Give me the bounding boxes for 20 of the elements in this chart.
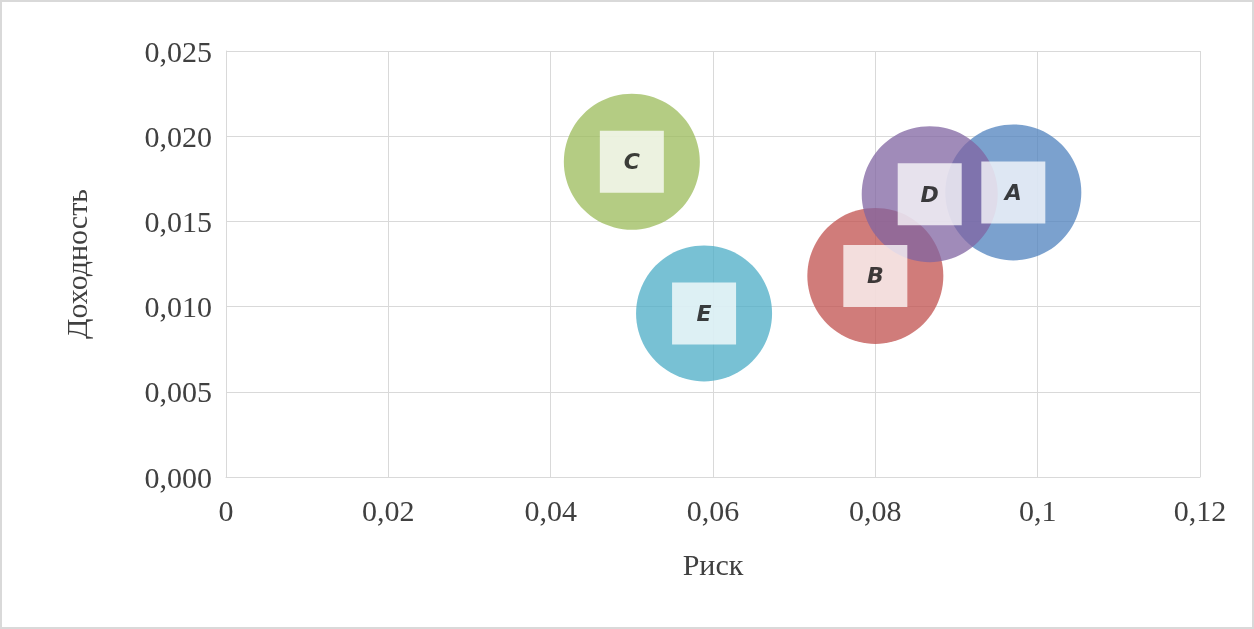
x-tick-label: 0	[218, 493, 234, 527]
x-axis-title: Риск	[682, 547, 744, 581]
x-tick-label: 0,12	[1173, 493, 1227, 527]
y-axis-title: Доходность	[59, 189, 93, 339]
y-tick-label: 0,025	[144, 34, 212, 68]
series-label: E	[696, 300, 712, 326]
series-label: D	[920, 181, 939, 207]
y-tick-label: 0,005	[144, 375, 212, 409]
series-label: B	[866, 263, 884, 289]
x-tick-label: 0,08	[849, 493, 902, 527]
series-label: C	[623, 149, 640, 175]
y-tick-label: 0,020	[144, 119, 212, 153]
series-label: A	[1002, 179, 1022, 205]
y-tick-label: 0,010	[144, 290, 212, 324]
x-tick-label: 0,1	[1018, 493, 1057, 527]
y-tick-label: 0,000	[144, 460, 212, 494]
x-tick-label: 0,06	[686, 493, 740, 527]
x-tick-label: 0,04	[524, 493, 577, 527]
y-tick-label: 0,015	[144, 204, 212, 238]
x-tick-label: 0,02	[362, 493, 415, 527]
